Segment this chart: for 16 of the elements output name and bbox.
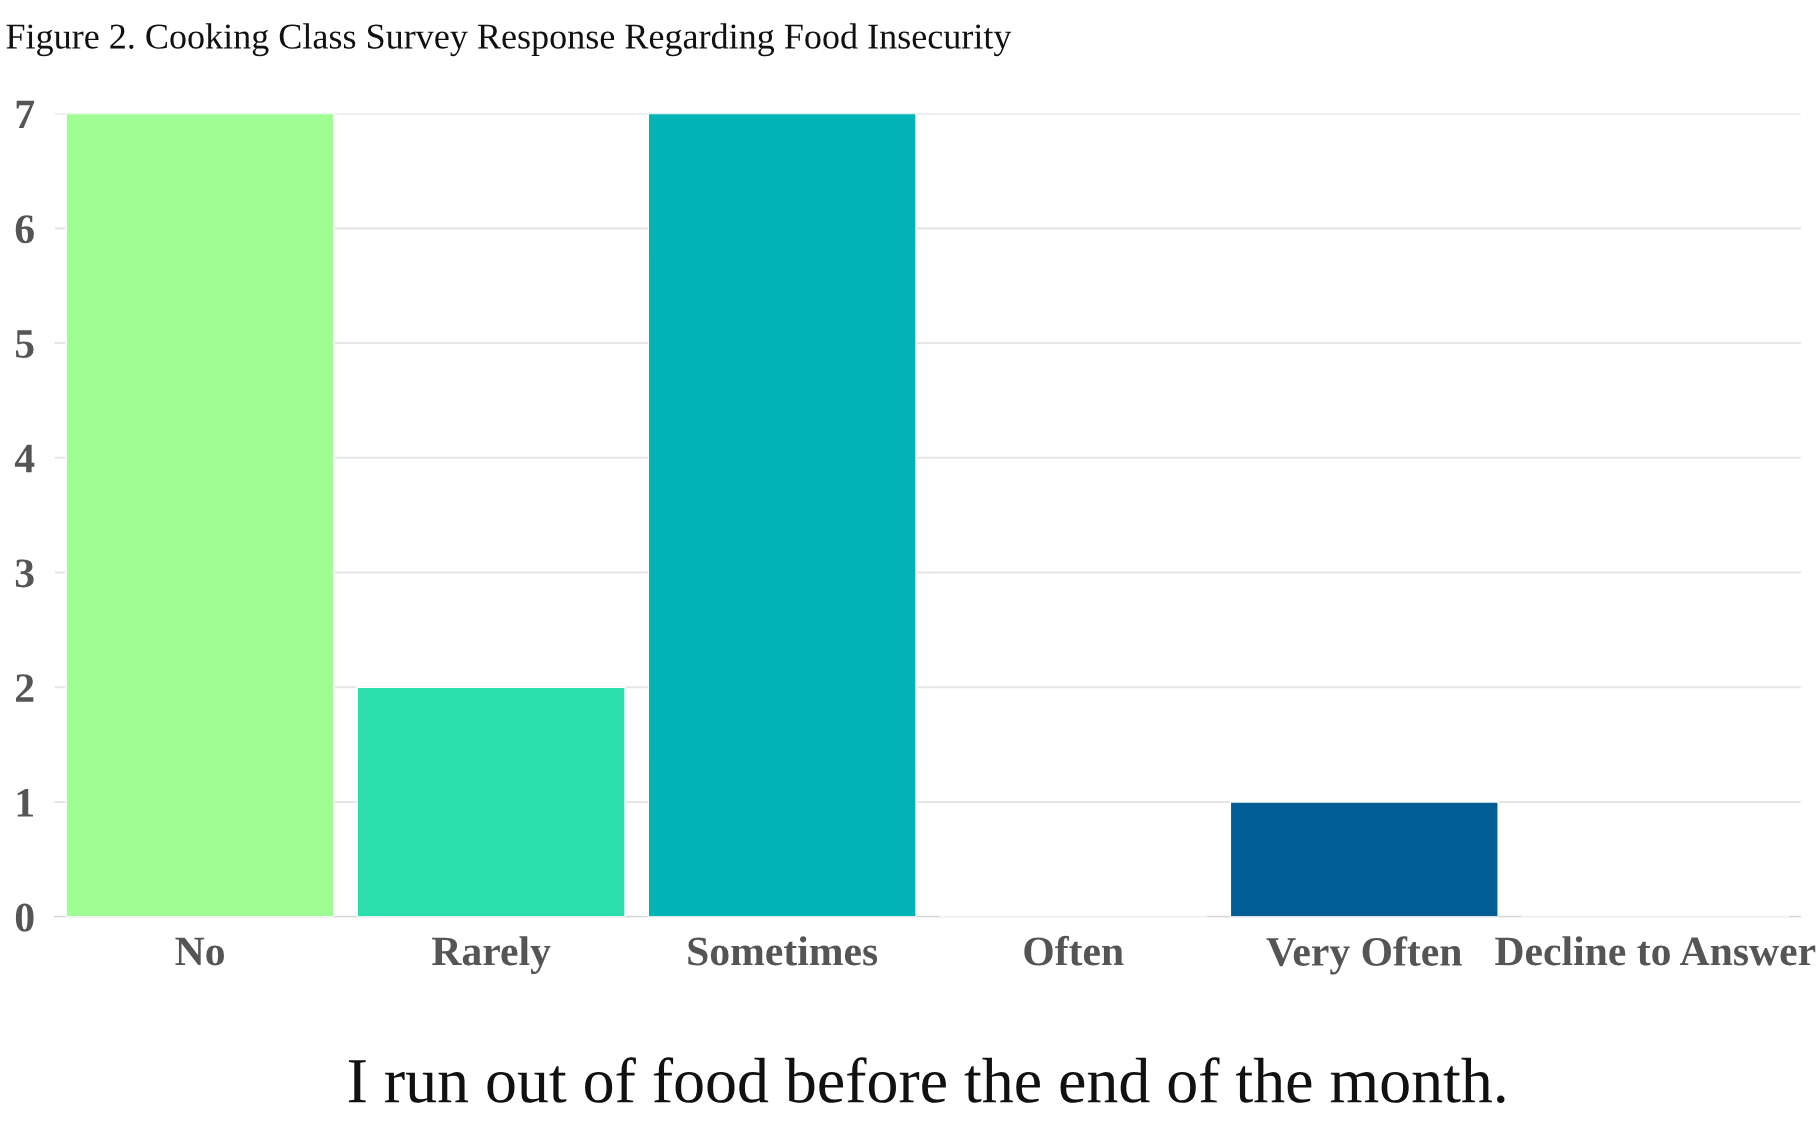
y-tick-label: 1 bbox=[17, 788, 33, 817]
y-tick-label: 3 bbox=[15, 559, 34, 588]
y-tick-label: 4 bbox=[14, 444, 35, 473]
x-tick-label: Often bbox=[1024, 935, 1124, 966]
x-tick-label: Very Often bbox=[1266, 936, 1462, 975]
chart-title: Figure 2. Cooking Class Survey Response Regarding Food Insecurity bbox=[6, 23, 1012, 57]
y-tick-label: 6 bbox=[15, 215, 34, 244]
x-axis-title: I run out of food before the end of the month. bbox=[348, 1057, 1505, 1104]
y-tick-label: 5 bbox=[15, 330, 34, 358]
y-tick-label: 7 bbox=[16, 100, 35, 129]
x-tick-label: No bbox=[175, 937, 224, 966]
x-tick-label: Decline to Answer bbox=[1495, 936, 1816, 966]
y-tick-label: 0 bbox=[15, 903, 34, 932]
x-tick-label: Sometimes bbox=[688, 936, 878, 966]
x-tick-label: Rarely bbox=[432, 936, 551, 975]
y-tick-label: 2 bbox=[16, 674, 34, 702]
